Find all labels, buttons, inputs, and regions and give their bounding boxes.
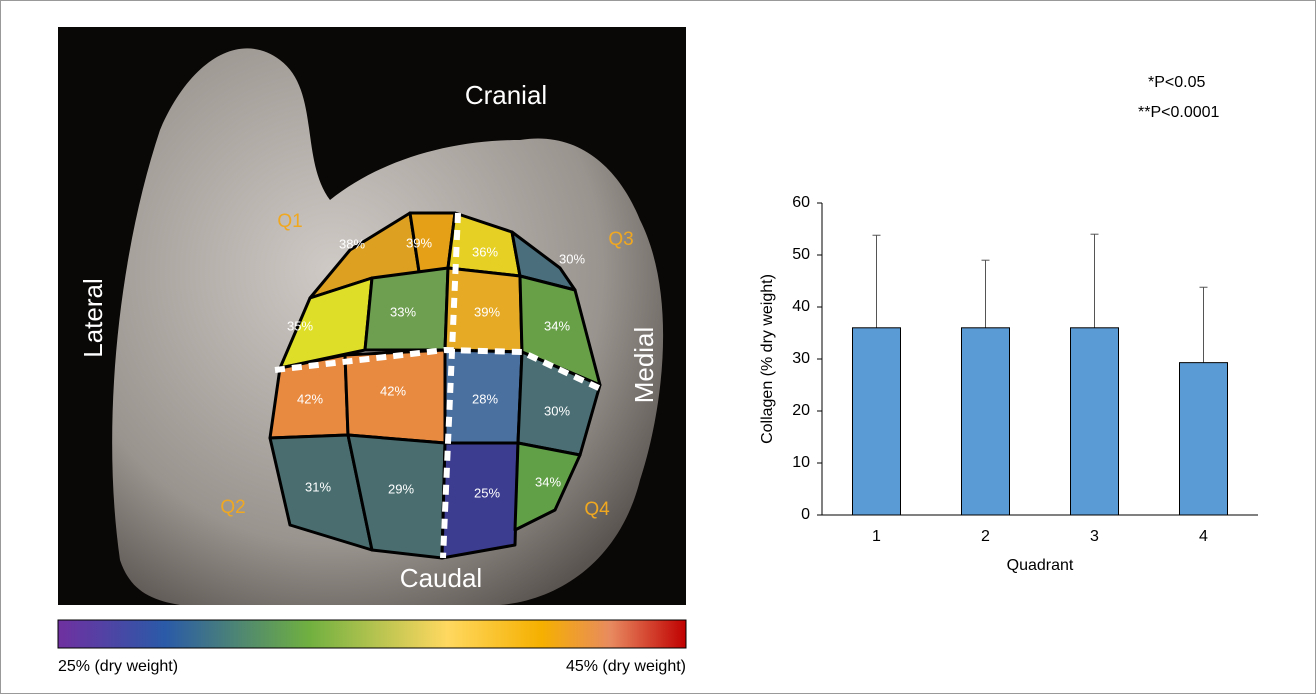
cell-label: 31% [305, 479, 331, 494]
cell-label: 39% [406, 235, 432, 250]
colorbar [58, 620, 686, 648]
cell-label: 29% [388, 481, 414, 496]
y-tick-label: 20 [792, 402, 810, 419]
map-label: Lateral [78, 278, 108, 358]
figure: 38% 39% 36% 30% 35% 33% 39% 34% 42% 42% 28% 30% 31% 2… [0, 0, 1316, 694]
annotation: **P<0.0001 [1138, 104, 1220, 121]
map-cell [442, 443, 518, 558]
quadrant-label: Q3 [608, 229, 633, 250]
y-tick-label: 0 [801, 506, 810, 523]
x-axis-title: Quadrant [1007, 557, 1074, 574]
cell-label: 28% [472, 391, 498, 406]
cell-label: 30% [559, 251, 585, 266]
x-tick-label: 4 [1199, 528, 1208, 545]
colorbar-label: 25% (dry weight) [58, 658, 178, 675]
bar [853, 328, 901, 515]
cell-label: 42% [297, 391, 323, 406]
cell-label: 38% [339, 236, 365, 251]
cell-label: 33% [390, 304, 416, 319]
y-tick-label: 60 [792, 194, 810, 211]
cell-label: 35% [287, 318, 313, 333]
bar [1180, 363, 1228, 515]
quadrant-label: Q1 [277, 211, 302, 232]
cell-label: 34% [544, 318, 570, 333]
colorbar-label: 45% (dry weight) [566, 658, 686, 675]
cell-label: 42% [380, 383, 406, 398]
cell-label: 39% [474, 304, 500, 319]
bar [1071, 328, 1119, 515]
quadrant-label: Q2 [220, 497, 245, 518]
y-tick-label: 30 [792, 350, 810, 367]
quadrant-label: Q4 [584, 499, 610, 520]
y-tick-label: 50 [792, 246, 810, 263]
y-axis-title: Collagen (% dry weight) [759, 274, 776, 444]
x-tick-label: 1 [872, 528, 881, 545]
map-label: Cranial [465, 80, 547, 110]
cell-label: 25% [474, 485, 500, 500]
x-tick-label: 2 [981, 528, 990, 545]
y-tick-label: 10 [792, 454, 810, 471]
page: {"map":{"labels":{"cranial":"Cranial","c… [0, 0, 1316, 694]
x-tick-label: 3 [1090, 528, 1099, 545]
map-label: Medial [629, 327, 659, 404]
annotation: *P<0.05 [1148, 74, 1205, 91]
map-label: Caudal [400, 563, 482, 593]
y-tick-label: 40 [792, 298, 810, 315]
cell-label: 34% [535, 474, 561, 489]
cell-label: 36% [472, 244, 498, 259]
cell-label: 30% [544, 403, 570, 418]
bar [962, 328, 1010, 515]
